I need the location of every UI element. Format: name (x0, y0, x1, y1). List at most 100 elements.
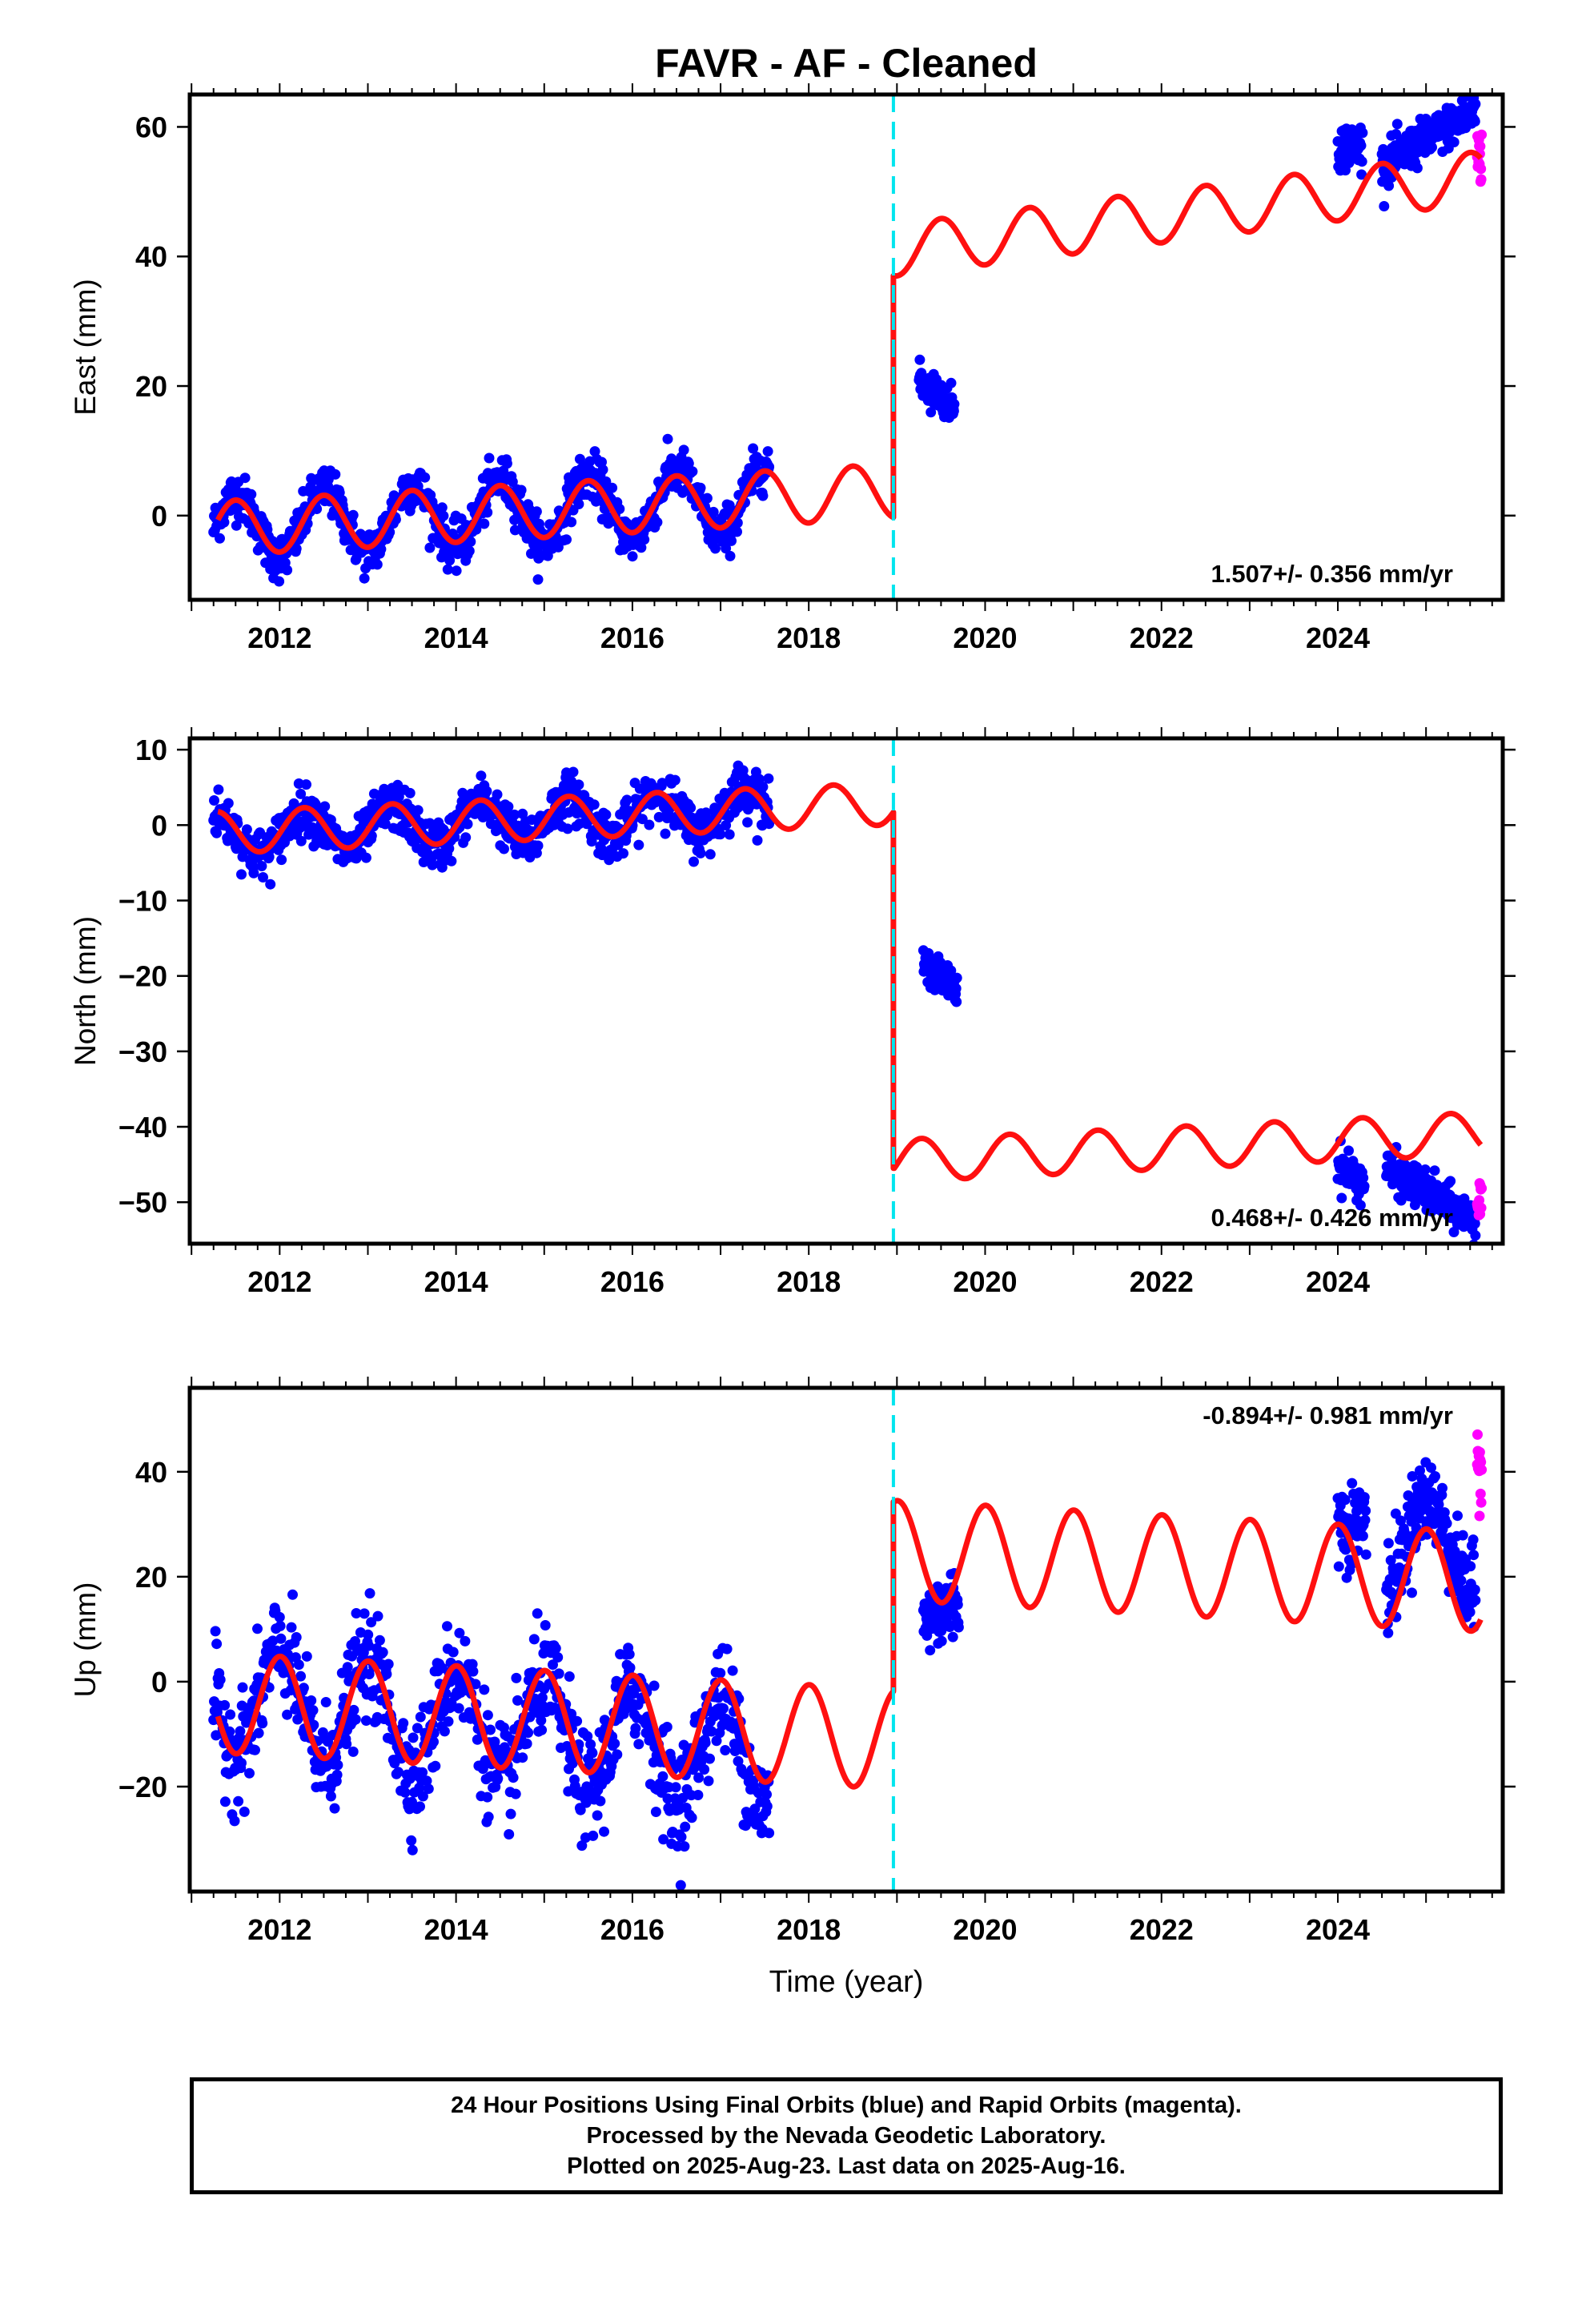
data-point (660, 828, 671, 839)
data-point (219, 1699, 231, 1711)
plot-frame (187, 1385, 1505, 1894)
x-tick-label: 2020 (953, 621, 1017, 654)
data-point (582, 1731, 593, 1742)
data-point (439, 1726, 450, 1737)
data-point (209, 795, 219, 806)
data-point (244, 1767, 255, 1779)
data-point (359, 1608, 370, 1619)
data-point (1465, 1561, 1476, 1572)
data-point (1359, 1514, 1371, 1526)
data-point (1468, 1550, 1480, 1561)
data-point (374, 1634, 385, 1646)
data-point (507, 476, 518, 488)
x-tick-label: 2014 (424, 1913, 488, 1946)
data-point (599, 1826, 609, 1837)
data-point (1358, 1172, 1369, 1184)
y-tick-label: 0 (151, 1666, 167, 1699)
data-point (710, 543, 721, 554)
data-point (576, 1840, 588, 1852)
data-point (427, 859, 438, 870)
data-point (485, 1724, 496, 1735)
series-final-orbits (208, 94, 1481, 587)
data-point (946, 965, 957, 976)
y-tick-label: 60 (135, 111, 167, 143)
data-point (1430, 1471, 1440, 1482)
data-point (1383, 180, 1395, 191)
data-point (679, 1841, 690, 1852)
data-point (536, 1715, 547, 1726)
plot-area (208, 1429, 1488, 1891)
data-point (1476, 1497, 1487, 1508)
data-point (650, 1807, 661, 1817)
data-point (1360, 1506, 1371, 1516)
data-point (670, 1782, 681, 1793)
data-point (464, 545, 475, 557)
data-point (229, 1815, 240, 1827)
data-point (748, 443, 759, 454)
y-axis-label: East (mm) (69, 279, 102, 416)
data-point (509, 525, 520, 536)
data-point (946, 377, 957, 388)
data-point (241, 824, 252, 835)
series-rapid-orbits (1472, 1429, 1488, 1522)
data-point (236, 1758, 247, 1768)
data-point (703, 1775, 714, 1787)
rate-label: 1.507+/- 0.356 mm/yr (1211, 560, 1453, 588)
x-tick-label: 2012 (247, 1265, 311, 1298)
data-point (468, 1666, 479, 1677)
data-point (1360, 1549, 1371, 1560)
data-point (379, 818, 391, 830)
data-point (276, 854, 287, 866)
data-point (442, 564, 453, 575)
x-tick-label: 2018 (777, 1265, 841, 1298)
data-point (661, 1722, 673, 1732)
data-point (295, 835, 307, 846)
data-point (1407, 1587, 1417, 1598)
data-point (360, 1715, 371, 1726)
data-point (483, 1811, 494, 1823)
y-tick-label: 20 (135, 370, 167, 403)
data-point (695, 847, 706, 858)
data-point (761, 1801, 773, 1811)
data-point (233, 1795, 244, 1807)
data-point (363, 1669, 375, 1679)
data-point (757, 782, 769, 793)
data-point (1419, 1164, 1431, 1175)
data-point (689, 856, 699, 867)
data-point (505, 1808, 516, 1819)
chart-title: FAVR - AF - Cleaned (655, 41, 1038, 86)
data-point (504, 1829, 515, 1839)
data-point (1339, 1494, 1351, 1506)
x-tick-label: 2022 (1130, 1913, 1194, 1946)
data-point (484, 452, 495, 464)
data-point (764, 1827, 775, 1839)
y-tick-label: 0 (151, 500, 167, 533)
data-point (448, 1647, 459, 1658)
data-point (508, 1772, 519, 1783)
data-point (1409, 1200, 1420, 1211)
data-point (509, 809, 520, 820)
data-point (412, 1723, 423, 1734)
data-point (592, 1810, 603, 1821)
model-curve (215, 149, 1484, 555)
data-point (652, 517, 663, 528)
data-point (366, 1617, 377, 1628)
data-point (708, 506, 719, 517)
data-point (347, 509, 359, 521)
data-point (1427, 142, 1437, 153)
data-point (532, 1608, 543, 1619)
data-point (512, 1695, 523, 1706)
data-point (636, 814, 648, 825)
data-point (715, 829, 726, 840)
data-point (1470, 99, 1481, 110)
data-point (330, 468, 341, 480)
data-point (656, 778, 668, 789)
footer-caption-box: 24 Hour Positions Using Final Orbits (bl… (190, 2077, 1503, 2194)
data-point (225, 1709, 236, 1720)
data-point (421, 1775, 432, 1787)
rate-label: 0.468+/- 0.426 mm/yr (1211, 1204, 1453, 1232)
data-point (693, 1790, 704, 1800)
data-point (627, 551, 638, 562)
y-tick-label: −30 (118, 1035, 167, 1068)
